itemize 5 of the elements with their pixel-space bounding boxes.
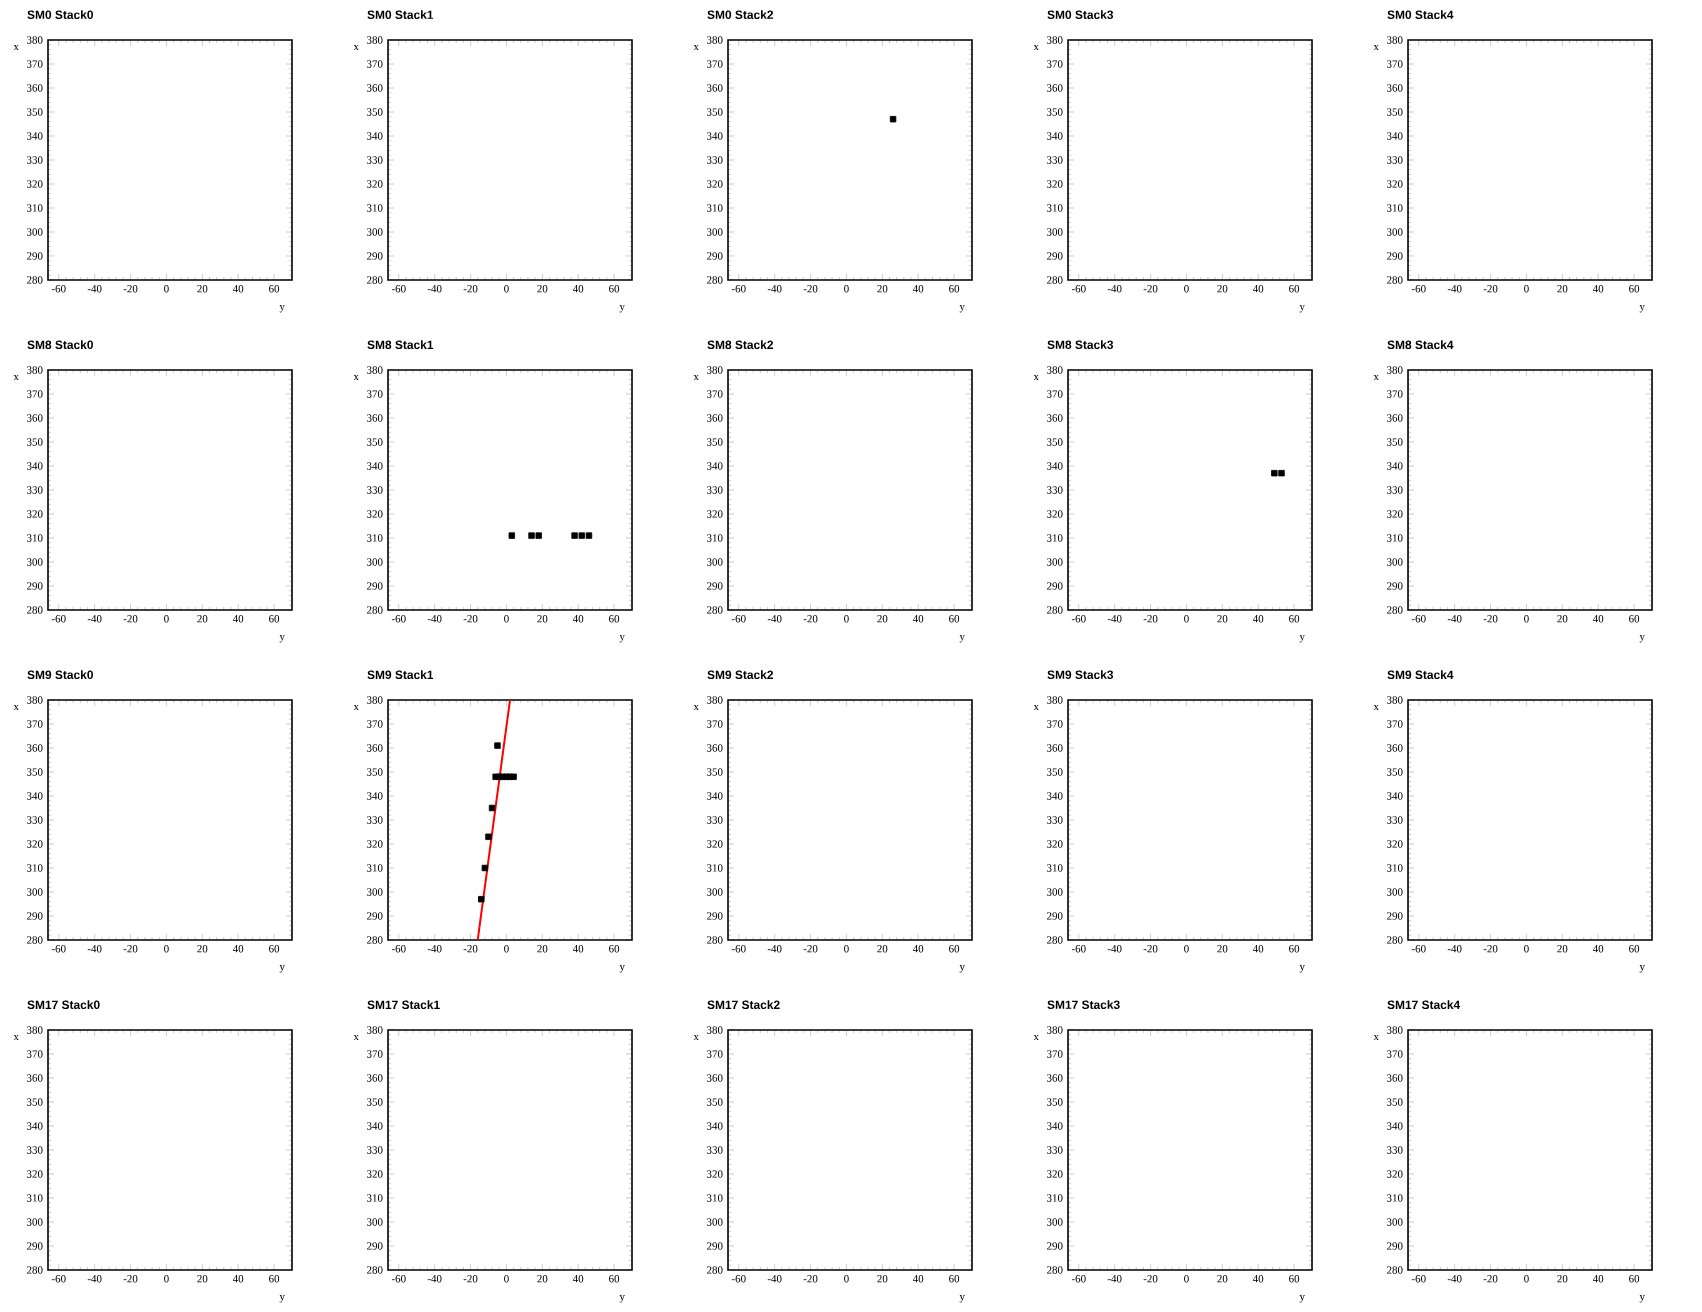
point — [494, 742, 501, 749]
point — [478, 896, 485, 903]
point — [485, 833, 492, 840]
point — [488, 804, 496, 812]
point — [481, 864, 489, 872]
